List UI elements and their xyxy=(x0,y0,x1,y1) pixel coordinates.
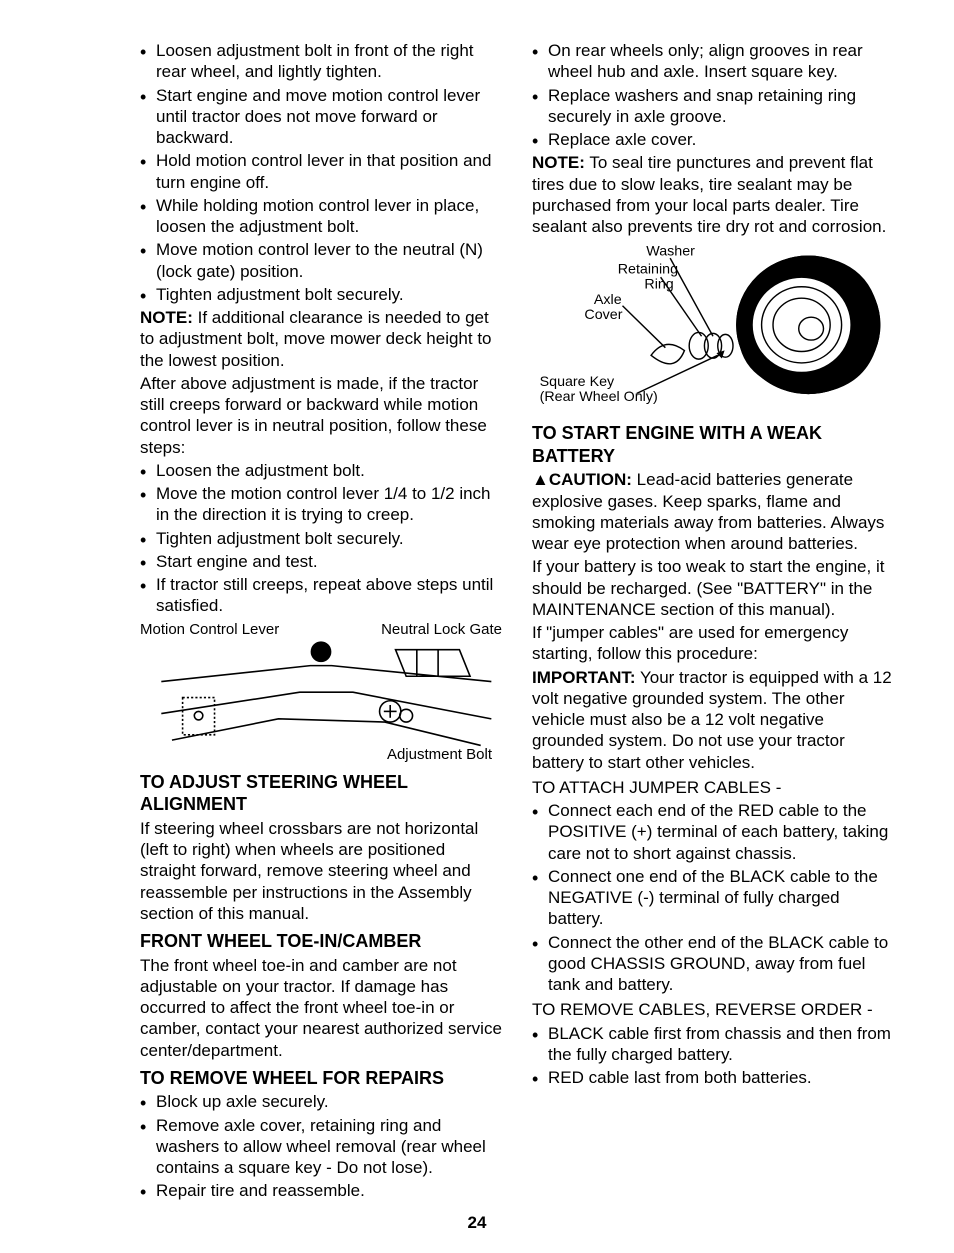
section-title-steering: TO ADJUST STEERING WHEEL ALIGNMENT xyxy=(140,771,502,816)
wheel-diagram: Washer Retaining Ring Axle Cover Square … xyxy=(532,241,894,408)
list-item: BLACK cable first from chassis and then … xyxy=(546,1023,894,1066)
list-item: On rear wheels only; align grooves in re… xyxy=(546,40,894,83)
motion-control-diagram xyxy=(140,639,502,756)
bullet-list: Block up axle securely. Remove axle cove… xyxy=(140,1091,502,1201)
list-item: Hold motion control lever in that positi… xyxy=(154,150,502,193)
list-item: Repair tire and reassemble. xyxy=(154,1180,502,1201)
subsection-title-attach: TO ATTACH JUMPER CABLES - xyxy=(532,777,894,798)
list-item: Remove axle cover, retaining ring and wa… xyxy=(154,1115,502,1179)
list-item: RED cable last from both batteries. xyxy=(546,1067,894,1088)
figure-label: Neutral Lock Gate xyxy=(381,621,502,640)
figure-label: Cover xyxy=(584,307,622,323)
bullet-list: BLACK cable first from chassis and then … xyxy=(532,1023,894,1089)
list-item: Move the motion control lever 1/4 to 1/2… xyxy=(154,483,502,526)
list-item: Replace washers and snap retaining ring … xyxy=(546,85,894,128)
warning-icon: ▲ xyxy=(532,470,549,489)
figure-label: Square Key xyxy=(540,374,615,390)
note-label: NOTE: xyxy=(532,153,585,172)
paragraph: If your battery is too weak to start the… xyxy=(532,556,894,620)
figure-label: (Rear Wheel Only) xyxy=(540,389,658,405)
figure-label: Washer xyxy=(646,244,695,260)
list-item: Connect each end of the RED cable to the… xyxy=(546,800,894,864)
list-item: Block up axle securely. xyxy=(154,1091,502,1112)
note-text: If additional clearance is needed to get… xyxy=(140,308,492,370)
figure-label: Adjustment Bolt xyxy=(387,746,492,763)
subsection-title-remove: TO REMOVE CABLES, REVERSE ORDER - xyxy=(532,999,894,1020)
list-item: Start engine and test. xyxy=(154,551,502,572)
bullet-list: Connect each end of the RED cable to the… xyxy=(532,800,894,995)
bullet-list: Loosen adjustment bolt in front of the r… xyxy=(140,40,502,305)
figure-label: Motion Control Lever xyxy=(140,621,279,640)
page-number: 24 xyxy=(60,1212,894,1233)
important-label: IMPORTANT: xyxy=(532,668,636,687)
note-paragraph: NOTE: If additional clearance is needed … xyxy=(140,307,502,371)
paragraph: After above adjustment is made, if the t… xyxy=(140,373,502,458)
list-item: Loosen adjustment bolt in front of the r… xyxy=(154,40,502,83)
section-title-toein: FRONT WHEEL TOE-IN/CAMBER xyxy=(140,930,502,953)
figure-label: Retaining xyxy=(618,262,678,278)
bullet-list: Loosen the adjustment bolt. Move the mot… xyxy=(140,460,502,617)
section-title-remove-wheel: TO REMOVE WHEEL FOR REPAIRS xyxy=(140,1067,502,1090)
list-item: Start engine and move motion control lev… xyxy=(154,85,502,149)
figure-motion-control: Motion Control Lever Neutral Lock Gate xyxy=(140,621,502,765)
left-column: Loosen adjustment bolt in front of the r… xyxy=(60,40,502,1204)
caution-paragraph: ▲CAUTION: Lead-acid batteries generate e… xyxy=(532,469,894,554)
list-item: Connect the other end of the BLACK cable… xyxy=(546,932,894,996)
list-item: Loosen the adjustment bolt. xyxy=(154,460,502,481)
caution-label: CAUTION: xyxy=(549,470,632,489)
list-item: Connect one end of the BLACK cable to th… xyxy=(546,866,894,930)
figure-label: Axle xyxy=(594,292,622,308)
figure-wheel: Washer Retaining Ring Axle Cover Square … xyxy=(532,241,894,416)
list-item: If tractor still creeps, repeat above st… xyxy=(154,574,502,617)
note-label: NOTE: xyxy=(140,308,193,327)
section-title-battery: TO START ENGINE WITH A WEAK BATTERY xyxy=(532,422,894,467)
list-item: Tighten adjustment bolt securely. xyxy=(154,284,502,305)
list-item: Tighten adjustment bolt securely. xyxy=(154,528,502,549)
list-item: Move motion control lever to the neutral… xyxy=(154,239,502,282)
note-text: To seal tire punctures and prevent flat … xyxy=(532,153,886,236)
paragraph: The front wheel toe-in and camber are no… xyxy=(140,955,502,1061)
figure-label: Ring xyxy=(644,277,673,293)
paragraph: If steering wheel crossbars are not hori… xyxy=(140,818,502,924)
note-paragraph: NOTE: To seal tire punctures and prevent… xyxy=(532,152,894,237)
list-item: Replace axle cover. xyxy=(546,129,894,150)
list-item: While holding motion control lever in pl… xyxy=(154,195,502,238)
right-column: On rear wheels only; align grooves in re… xyxy=(532,40,894,1204)
important-paragraph: IMPORTANT: Your tractor is equipped with… xyxy=(532,667,894,773)
bullet-list: On rear wheels only; align grooves in re… xyxy=(532,40,894,150)
paragraph: If "jumper cables" are used for emergenc… xyxy=(532,622,894,665)
page-content: Loosen adjustment bolt in front of the r… xyxy=(60,40,894,1204)
